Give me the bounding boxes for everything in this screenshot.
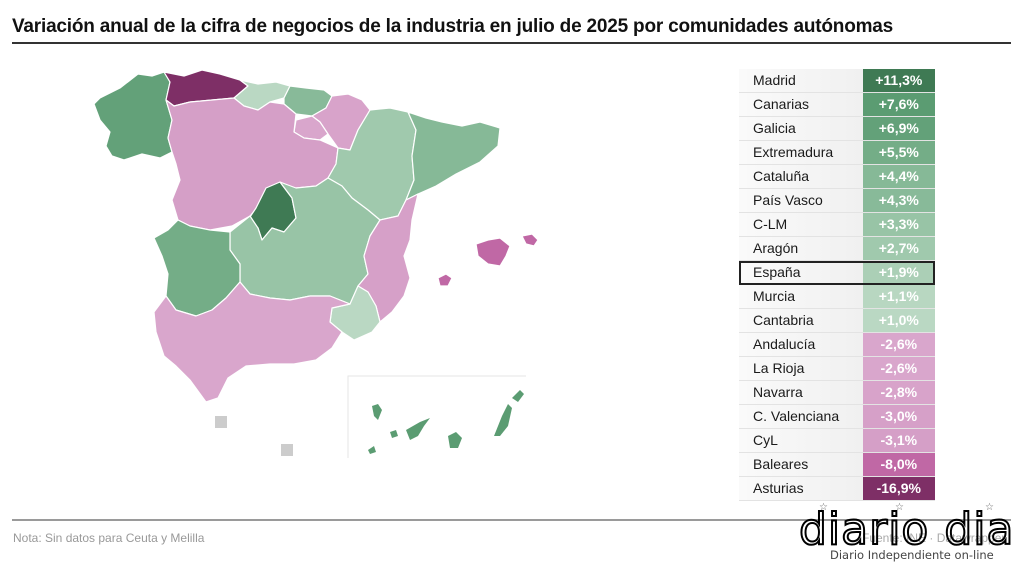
region-name: Galicia — [739, 117, 863, 140]
region-name: Baleares — [739, 453, 863, 476]
region-canarias-la-palma — [372, 404, 382, 420]
region-galicia — [93, 71, 173, 161]
table-row: C. Valenciana -3,0% — [739, 405, 935, 429]
region-value: +1,1% — [862, 285, 935, 308]
chart-title: Variación anual de la cifra de negocios … — [12, 16, 894, 37]
region-value: +5,5% — [862, 141, 935, 164]
region-value: +7,6% — [862, 93, 935, 116]
spain-choropleth-map — [93, 69, 539, 458]
region-name: Cantabria — [739, 309, 863, 332]
region-value: -2,6% — [862, 357, 935, 380]
star-icon: ☆ — [985, 502, 994, 513]
table-row: La Rioja -2,6% — [739, 357, 935, 381]
region-name: Murcia — [739, 285, 863, 308]
region-canarias-lanzarote — [512, 390, 524, 402]
region-baleares-ibiza — [437, 273, 453, 287]
region-melilla-no-data — [281, 444, 293, 456]
table-row: Madrid +11,3% — [739, 69, 935, 93]
region-value: +4,3% — [862, 189, 935, 212]
region-name: Extremadura — [739, 141, 863, 164]
region-name: Navarra — [739, 381, 863, 404]
region-canarias-tenerife — [406, 418, 430, 440]
region-andalucia — [153, 281, 351, 403]
region-cataluna — [405, 111, 501, 201]
footer-note: Nota: Sin datos para Ceuta y Melilla — [13, 531, 205, 545]
region-canarias-el-hierro — [368, 446, 376, 454]
table-row: Extremadura +5,5% — [739, 141, 935, 165]
table-row: Canarias +7,6% — [739, 93, 935, 117]
region-c-valenciana — [357, 193, 419, 323]
region-value: -3,0% — [862, 405, 935, 428]
table-row: Asturias -16,9% — [739, 477, 935, 501]
star-icon: ☆ — [819, 502, 828, 513]
region-value: +1,0% — [862, 309, 935, 332]
region-value: +1,9% — [862, 261, 935, 284]
table-row: Cantabria +1,0% — [739, 309, 935, 333]
region-canarias-la-gomera — [390, 430, 398, 438]
title-divider — [12, 42, 1011, 44]
region-name: Madrid — [739, 69, 863, 92]
region-value: +6,9% — [862, 117, 935, 140]
region-value: +4,4% — [862, 165, 935, 188]
table-row: Galicia +6,9% — [739, 117, 935, 141]
region-name: CyL — [739, 429, 863, 452]
table-row: CyL -3,1% — [739, 429, 935, 453]
region-name: País Vasco — [739, 189, 863, 212]
region-name: Canarias — [739, 93, 863, 116]
region-baleares-menorca — [521, 233, 539, 247]
star-icon: ☆ — [895, 502, 904, 513]
region-name: Andalucía — [739, 333, 863, 356]
footer-source: Fuente: INE · Datawrapper — [862, 531, 1006, 545]
region-value: -8,0% — [862, 453, 935, 476]
region-name: Asturias — [739, 477, 863, 500]
table-row: C-LM +3,3% — [739, 213, 935, 237]
region-canarias-gran-canaria — [448, 432, 462, 448]
region-value: -3,1% — [862, 429, 935, 452]
region-name: España — [739, 261, 863, 284]
footer-divider — [12, 519, 1011, 521]
region-name: Cataluña — [739, 165, 863, 188]
table-row: Aragón +2,7% — [739, 237, 935, 261]
logo-tagline: Diario Independiente on-line — [830, 548, 994, 562]
canarias-inset-frame — [347, 375, 526, 458]
region-baleares-mallorca — [475, 237, 511, 267]
region-value: -16,9% — [862, 477, 935, 500]
region-value: +2,7% — [862, 237, 935, 260]
table-row: Baleares -8,0% — [739, 453, 935, 477]
region-value: -2,8% — [862, 381, 935, 404]
table-row: Andalucía -2,6% — [739, 333, 935, 357]
table-row-espana-highlight: España +1,9% — [739, 261, 935, 285]
logo-text: diario dia — [799, 504, 1014, 555]
table-row: Navarra -2,8% — [739, 381, 935, 405]
region-value: -2,6% — [862, 333, 935, 356]
region-name: La Rioja — [739, 357, 863, 380]
table-row: Cataluña +4,4% — [739, 165, 935, 189]
region-value: +3,3% — [862, 213, 935, 236]
region-value: +11,3% — [862, 69, 935, 92]
region-ceuta-no-data — [215, 416, 227, 428]
table-row: Murcia +1,1% — [739, 285, 935, 309]
region-name: C. Valenciana — [739, 405, 863, 428]
region-canarias-fuerteventura — [494, 404, 512, 436]
region-name: Aragón — [739, 237, 863, 260]
diario-dia-watermark-logo: diario dia ☆ ☆ ☆ — [798, 502, 1014, 556]
ranking-table: Madrid +11,3% Canarias +7,6% Galicia +6,9% … — [739, 69, 935, 501]
region-name: C-LM — [739, 213, 863, 236]
table-row: País Vasco +4,3% — [739, 189, 935, 213]
